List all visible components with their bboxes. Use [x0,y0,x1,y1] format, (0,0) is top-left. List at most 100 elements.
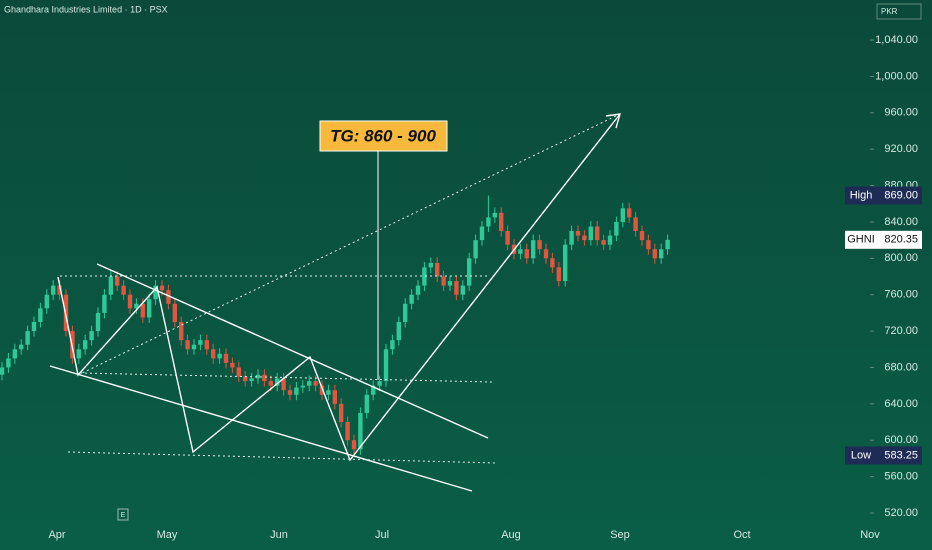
candle-body [524,249,529,259]
candle-body [108,276,113,295]
low-tag-label: 583.25 [884,449,918,461]
candle-body [6,358,11,368]
candle-body [179,321,184,341]
x-tick-label: Apr [48,529,65,541]
candle-body [390,340,395,350]
x-tick-label: Oct [733,529,750,541]
candle-body [556,267,561,282]
candle-body [115,276,120,286]
x-tick-label: May [157,529,178,541]
event-marker: E [121,512,126,519]
candle-body [409,294,414,304]
y-tick-label: 960.00 [884,107,918,119]
candle-body [646,240,651,250]
last-tag-name: GHNI [847,234,875,246]
candle-body [447,281,453,286]
candle-body [639,231,645,241]
candle-body [505,231,510,245]
target-box [319,120,448,152]
candle-body [607,235,613,245]
candle-body [659,249,664,259]
candle-body [268,381,273,386]
candle-body [134,303,139,309]
candle-body [428,262,433,268]
y-tick-label: 560.00 [884,471,918,483]
candle-body [127,294,133,309]
low-tag-name: Low [851,449,871,461]
candle-body [147,299,152,318]
candle-body [191,344,197,350]
candle-body [396,321,401,341]
candle-body [153,285,158,300]
x-tick-label: Sep [610,529,630,541]
candle-body [499,212,504,232]
y-tick-label: 920.00 [884,143,918,155]
candle-body [38,308,43,322]
candle-body [172,303,177,322]
candle-body [31,321,37,332]
y-tick-label: 1,000.00 [875,70,918,82]
candle-body [12,349,17,359]
candle-body [223,353,229,363]
x-tick-label: Jun [270,529,288,541]
last-tag-bg [877,230,922,249]
candle-body [326,390,331,395]
candle-body [620,208,625,222]
candle-body [25,331,30,345]
candle-body [371,385,376,395]
candle-body [441,276,446,286]
candle-body [582,235,587,241]
drawings: TG: 860 - 900 E [49,113,621,521]
candle-body [454,281,459,295]
candle-body [230,362,235,368]
y-tick-label: 520.00 [884,507,918,519]
candle-body [300,385,305,388]
y-tick-label: 840.00 [884,216,918,228]
candle-body [51,285,56,295]
dotted-level [79,372,493,383]
candle-body [249,378,254,382]
candle-body [339,403,344,423]
y-tick-label: 680.00 [884,361,918,373]
y-tick-label: 640.00 [884,398,918,410]
candle-body [313,381,318,386]
candle-body [0,367,5,375]
y-tick-label: 1,040.00 [875,34,918,46]
candle-body [364,394,369,413]
candle-body [479,226,485,241]
y-tick-label: 720.00 [884,325,918,337]
event-box [117,508,129,521]
candle-body [102,294,107,313]
candle-body [159,285,165,291]
low-tag-name-bg [845,446,877,465]
candle-body [601,240,606,245]
candle-body [569,231,574,245]
candle-body [563,244,568,282]
high-tag-bg [877,186,922,205]
candle-body [665,239,670,250]
x-tick-label: Jul [375,529,389,541]
chart-title: Ghandhara Industries Limited · 1D · PSX [4,4,168,14]
last-tag-name-bg [845,230,877,249]
candle-body [492,212,497,218]
candle-body [121,285,126,295]
dotted-level [67,451,498,464]
candle-body [518,249,523,254]
candle-body [460,285,465,295]
y-tick-label: 760.00 [884,289,918,301]
candle-body [614,221,619,236]
x-tick-label: Aug [501,529,521,541]
candle-body [217,353,222,359]
candle-body [307,381,312,386]
candle-body [19,344,24,350]
candle-body [281,378,286,391]
candle-body [294,387,299,395]
candle-body [550,258,555,268]
candle-body [332,390,337,404]
candle-body [76,349,81,359]
candle-body [633,217,638,232]
candle-body [319,385,325,395]
last-tag-label: 820.35 [884,234,918,246]
high-tag-name-bg [845,186,877,205]
